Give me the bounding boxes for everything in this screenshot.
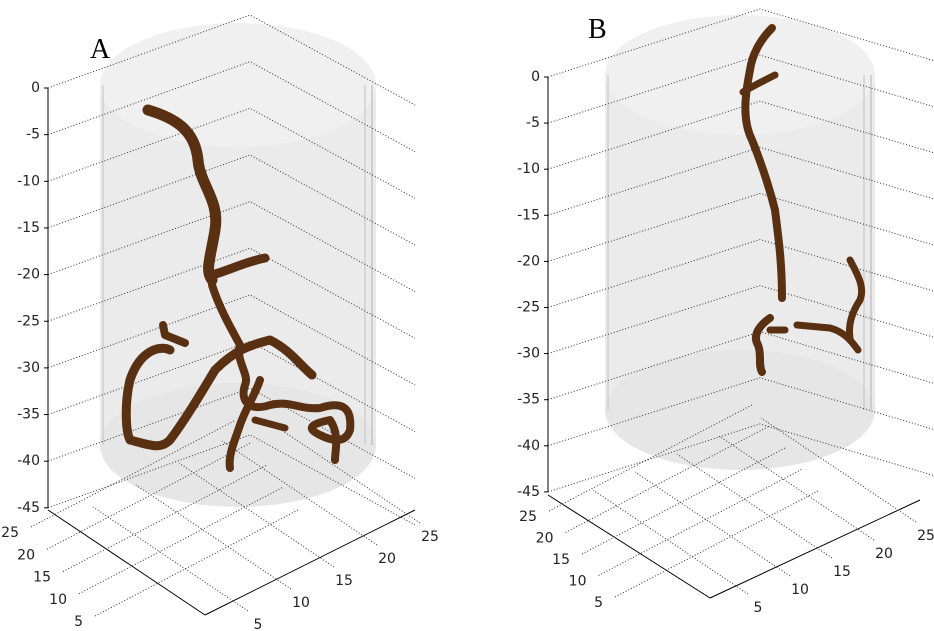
z-tick-label: -45	[17, 500, 40, 516]
z-tick-label: -20	[17, 267, 40, 283]
x-tick-label: 25	[917, 528, 934, 544]
z-tick-label: -25	[517, 300, 540, 316]
y-tick-label: 10	[569, 574, 587, 590]
x-tick-label: 25	[421, 529, 439, 545]
y-tick-label: 25	[1, 525, 19, 541]
z-tick-label: -25	[17, 313, 40, 329]
cylinder-b	[605, 15, 875, 470]
grid-line	[93, 507, 248, 611]
z-tick-label: -40	[17, 453, 40, 469]
z-tick-label: -35	[517, 392, 540, 408]
y-tick-label: 25	[519, 509, 537, 525]
x-tick-label: 5	[254, 617, 263, 631]
z-tick-label: -30	[17, 360, 40, 376]
panel-label: A	[90, 34, 111, 65]
z-tick-label: -10	[17, 173, 40, 189]
z-tick-label: -5	[26, 127, 40, 143]
grid-line	[95, 510, 298, 616]
y-tick-label: 15	[33, 570, 51, 586]
x-tick-label: 15	[833, 564, 851, 580]
x-tick-label: 15	[335, 573, 353, 589]
z-tick-label: -20	[517, 253, 540, 269]
y-tick-label: 5	[594, 595, 603, 611]
panel-label: B	[588, 14, 607, 45]
x-tick-label: 20	[378, 551, 396, 567]
z-tick-label: -40	[517, 438, 540, 454]
figure: A B 0 -5 -10 -15 -20 -25 -30 -35 -40 -45 25 20 15 10 5…	[0, 0, 934, 631]
z-tick-label: -15	[517, 207, 540, 223]
z-tick-label: -35	[17, 407, 40, 423]
z-tick-label: -5	[526, 115, 540, 131]
y-tick-label: 20	[17, 547, 35, 563]
y-tick-label: 5	[74, 614, 83, 630]
y-axis	[48, 510, 205, 615]
y-tick-label: 15	[552, 552, 570, 568]
z-tick-label: -30	[517, 346, 540, 362]
x-tick-label: 10	[292, 595, 310, 611]
z-tick-label: 0	[31, 80, 40, 96]
x-tick-label: 10	[791, 582, 809, 598]
x-tick-label: 5	[754, 600, 763, 616]
x-tick-label: 20	[875, 546, 893, 562]
z-tick-label: -45	[517, 484, 540, 500]
z-tick-label: -15	[17, 220, 40, 236]
y-tick-label: 20	[536, 531, 554, 547]
z-tick-label: 0	[531, 69, 540, 85]
grid-line	[599, 470, 802, 576]
y-tick-label: 10	[49, 592, 67, 608]
grid-line	[615, 491, 818, 597]
z-tick-label: -10	[517, 161, 540, 177]
